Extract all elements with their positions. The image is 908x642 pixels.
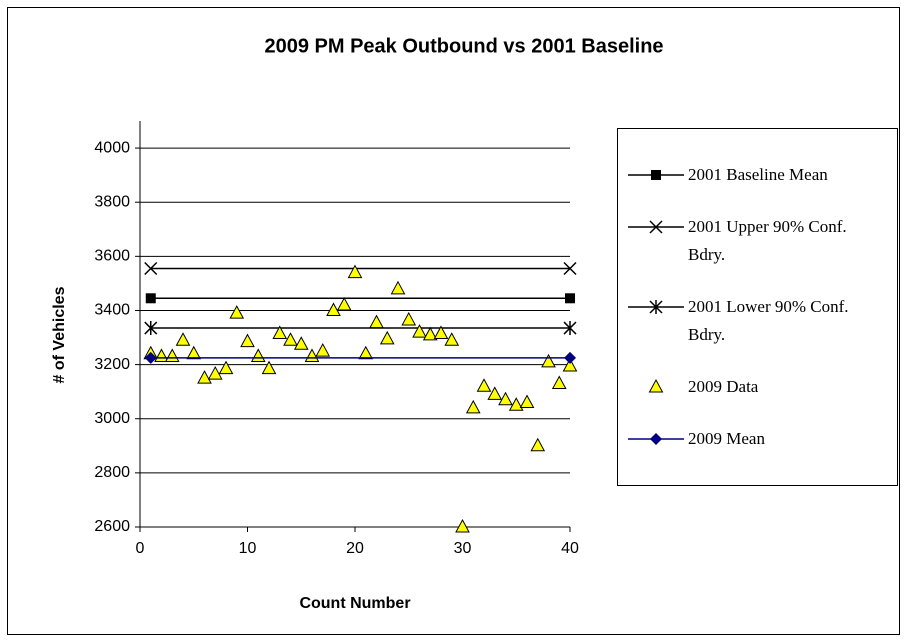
marker <box>379 330 395 345</box>
legend-entry: 2001 Upper 90% Conf. Bdry. <box>618 213 897 269</box>
marker <box>476 378 492 392</box>
legend-label: 2009 Mean <box>688 429 765 448</box>
marker <box>315 343 331 357</box>
marker <box>293 336 309 350</box>
y-axis-title: # of Vehicles <box>51 286 68 383</box>
marker <box>272 325 288 339</box>
marker <box>563 321 577 336</box>
marker <box>565 293 575 304</box>
y-tick-label: 2800 <box>94 464 130 481</box>
marker <box>144 351 157 364</box>
marker <box>651 170 661 180</box>
marker <box>336 297 352 311</box>
marker <box>326 302 341 316</box>
legend-swatch <box>628 433 684 445</box>
y-tick-label: 2600 <box>94 518 130 535</box>
y-tick-label: 4000 <box>94 139 130 156</box>
legend-entry: 2001 Lower 90% Conf. Bdry. <box>618 293 897 349</box>
marker <box>444 332 460 346</box>
legend: 2001 Baseline Mean 2001 Upper 90% Conf. B… <box>617 128 898 486</box>
x-axis-title: Count Number <box>299 595 410 612</box>
marker <box>218 360 234 375</box>
legend-entry: 2009 Mean <box>618 425 897 453</box>
legend-label: 2001 Lower 90% Conf. Bdry. <box>688 297 849 344</box>
marker <box>455 518 470 533</box>
legend-swatch <box>648 378 664 393</box>
marker <box>197 370 212 384</box>
legend-label: 2001 Upper 90% Conf. Bdry. <box>688 217 847 264</box>
legend-label: 2009 Data <box>688 377 759 396</box>
marker <box>508 397 524 411</box>
x-tick-label: 10 <box>239 540 257 557</box>
x-tick-label: 40 <box>561 540 579 557</box>
y-tick-label: 3800 <box>94 193 130 210</box>
chart-title: 2009 PM Peak Outbound vs 2001 Baseline <box>264 35 663 57</box>
y-tick-label: 3600 <box>94 248 130 265</box>
y-tick-label: 3400 <box>94 302 130 319</box>
legend-label: 2001 Baseline Mean <box>688 165 828 184</box>
marker <box>541 353 556 368</box>
marker <box>498 391 513 406</box>
marker <box>144 261 158 276</box>
marker <box>261 360 277 375</box>
marker <box>422 326 438 341</box>
marker <box>401 311 417 326</box>
marker <box>465 399 481 414</box>
marker <box>648 378 664 393</box>
marker <box>530 437 546 452</box>
marker <box>487 386 503 400</box>
marker <box>649 220 663 234</box>
x-tick-label: 30 <box>454 540 472 557</box>
marker <box>145 293 156 304</box>
legend-swatch <box>628 170 684 180</box>
marker <box>207 366 223 380</box>
legend-entry: 2001 Baseline Mean <box>618 161 897 189</box>
marker <box>649 300 663 314</box>
marker <box>390 280 406 295</box>
y-tick-label: 3200 <box>94 356 130 373</box>
marker <box>519 394 535 408</box>
marker <box>186 345 202 360</box>
marker <box>283 332 298 346</box>
marker <box>433 325 449 339</box>
marker <box>358 345 374 360</box>
legend-swatch <box>628 300 684 314</box>
marker <box>650 433 662 445</box>
marker <box>347 264 363 279</box>
marker <box>563 261 577 276</box>
marker <box>369 314 384 329</box>
marker <box>551 375 567 390</box>
marker <box>144 321 158 336</box>
marker <box>175 332 191 346</box>
marker <box>562 357 578 372</box>
legend-swatch <box>628 220 684 234</box>
marker <box>564 351 576 364</box>
marker <box>229 305 245 319</box>
x-tick-label: 20 <box>346 540 364 557</box>
x-tick-label: 0 <box>136 540 145 557</box>
marker <box>412 324 427 338</box>
legend-entry: 2009 Data <box>618 373 897 401</box>
y-tick-label: 3000 <box>94 410 130 427</box>
marker <box>240 333 255 348</box>
